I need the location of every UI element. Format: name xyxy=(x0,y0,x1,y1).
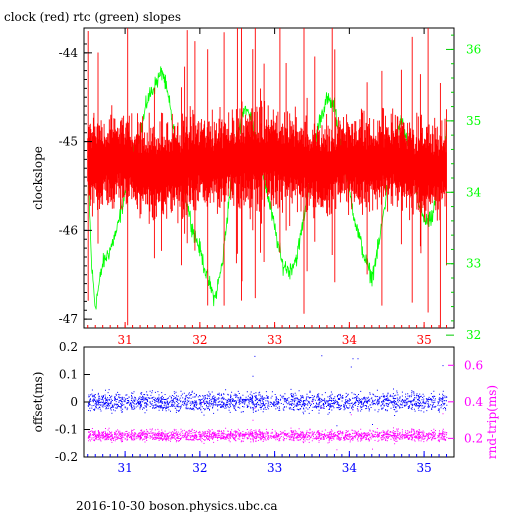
clock-series-spikes xyxy=(87,28,447,328)
top-x-tick-label: 33 xyxy=(267,333,282,347)
top-x-tick-label: 32 xyxy=(192,333,207,347)
top-series-layer xyxy=(87,28,447,328)
bottom-x-tick-label: 33 xyxy=(267,461,282,475)
rtc-series-line xyxy=(87,66,447,310)
offset-series xyxy=(87,355,448,427)
top-x-tick-label: 31 xyxy=(117,333,132,347)
bottom-series-layer xyxy=(87,355,448,451)
top-y-tick-label: -46 xyxy=(59,223,78,237)
bottom-x-tick-label: 35 xyxy=(416,461,431,475)
bottom-panel: 31 32 33 34 35 -0.2 -0.1 0 0.1 0.2 0.2 0.4 0.6 offse… xyxy=(31,340,499,475)
top-x-tick-label: 34 xyxy=(342,333,358,347)
top-y-tick-label: -44 xyxy=(59,46,79,60)
footer-text: 2016-10-30 boson.physics.ubc.ca xyxy=(76,499,278,512)
top-y-tick-label: -45 xyxy=(59,135,78,149)
bottom-tick-layer: 31 32 33 34 35 -0.2 -0.1 0 0.1 0.2 0.2 0.4 0.6 xyxy=(55,340,484,475)
bottom-x-tick-label: 32 xyxy=(192,461,207,475)
bottom-y-tick-label: -0.1 xyxy=(55,423,78,437)
bottom-y-right-tick-label: 0.6 xyxy=(464,358,483,372)
bottom-y-axis-label-right: rnd-trip(ms) xyxy=(485,385,499,459)
top-x-tick-label: 35 xyxy=(416,333,431,347)
bottom-y-tick-label: 0 xyxy=(70,395,78,409)
bottom-y-tick-label: 0.2 xyxy=(59,340,78,354)
top-tick-layer: 31 32 33 34 35 -47 -46 -45 -44 32 33 34 35 36 xyxy=(59,28,482,347)
top-y-axis-label: clockslope xyxy=(31,146,45,210)
top-y-right-tick-label: 32 xyxy=(466,328,481,342)
top-y-right-tick-label: 33 xyxy=(466,257,481,271)
top-y-right-tick-label: 34 xyxy=(466,185,482,199)
bottom-y-axis-label: offset(ms) xyxy=(31,372,45,433)
bottom-x-tick-label: 31 xyxy=(117,461,132,475)
top-panel: 31 32 33 34 35 -47 -46 -45 -44 32 33 34 35 36 clocksl… xyxy=(31,27,482,347)
top-y-right-tick-label: 35 xyxy=(466,114,481,128)
rnd-trip-series-points xyxy=(87,401,448,451)
top-y-tick-label: -47 xyxy=(59,312,78,326)
rnd-trip-series xyxy=(87,401,448,451)
offset-series-points xyxy=(87,355,448,427)
bottom-y-tick-label: -0.2 xyxy=(55,450,78,464)
bottom-y-right-tick-label: 0.4 xyxy=(464,395,483,409)
top-y-right-tick-label: 36 xyxy=(466,42,481,56)
bottom-x-tick-label: 34 xyxy=(342,461,358,475)
bottom-y-tick-label: 0.1 xyxy=(59,368,78,382)
chart-title: clock (red) rtc (green) slopes xyxy=(4,10,181,24)
bottom-y-right-tick-label: 0.2 xyxy=(464,431,483,445)
clock-series-line xyxy=(87,155,447,175)
